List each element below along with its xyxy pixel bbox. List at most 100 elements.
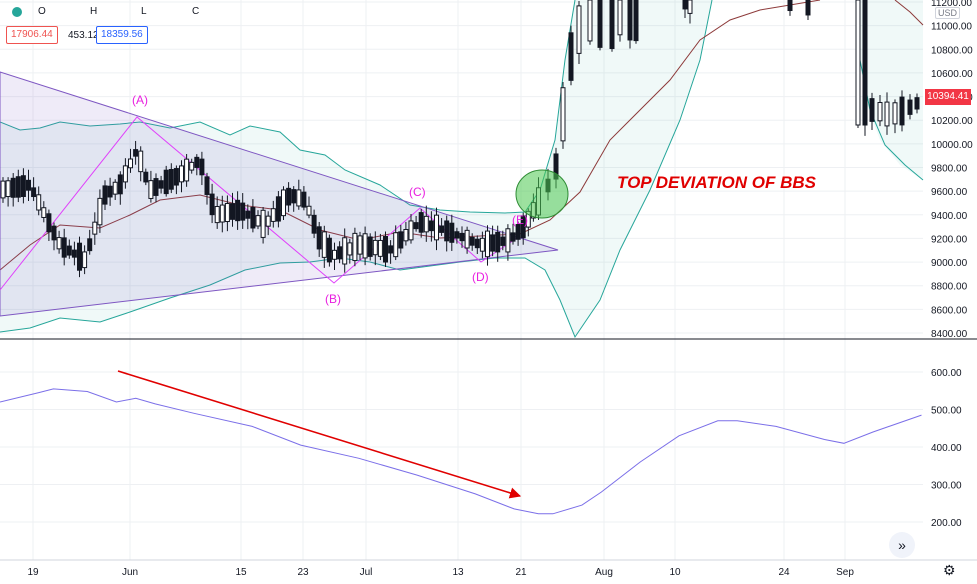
price-scale: 11000.0010800.0010600.0010400.0010200.00…: [931, 0, 973, 340]
candle-body: [97, 197, 103, 226]
candle-body: [332, 249, 337, 260]
candle-body: [179, 165, 184, 183]
candle-body: [413, 222, 419, 230]
time-tick-label: 24: [778, 567, 790, 578]
candle-body: [245, 210, 251, 219]
candle-body: [617, 0, 623, 36]
candle-body: [347, 242, 353, 256]
candle-body: [270, 208, 276, 222]
bollinger-band-fill-2: [855, 0, 923, 180]
sell-price-box[interactable]: 17906.44: [6, 26, 58, 44]
wave-label-d: (D): [472, 270, 489, 284]
candle-body: [36, 194, 42, 211]
candle-body: [41, 207, 47, 218]
candle-body: [454, 231, 460, 239]
candle-body: [107, 185, 113, 198]
candle-body: [189, 161, 195, 171]
indicator-scale: 600.00 500.00 400.00 300.00 200.00: [931, 368, 962, 529]
candle-body: [250, 206, 256, 229]
gear-icon[interactable]: ⚙: [943, 562, 956, 578]
candle-body: [112, 181, 118, 195]
buy-price-box[interactable]: 18359.56: [96, 26, 148, 44]
candle-body: [418, 212, 424, 233]
candle-body: [687, 0, 693, 14]
candle-body: [403, 228, 409, 242]
candle-body: [510, 232, 516, 242]
price-tick-label: 10600.00: [931, 69, 973, 80]
candle-body: [281, 189, 286, 217]
candle-body: [877, 102, 883, 122]
candle-body: [423, 215, 429, 233]
candle-body: [367, 236, 373, 257]
candle-body: [5, 180, 11, 198]
price-tick-label: 9600.00: [931, 187, 968, 198]
candle-body: [15, 176, 21, 198]
candle-body: [158, 180, 164, 189]
price-tick-label: 10200.00: [931, 116, 973, 127]
candle-body: [597, 0, 603, 48]
candle-body: [10, 177, 16, 198]
price-tick-label: 9000.00: [931, 258, 968, 269]
price-tick-label: 10000.00: [931, 140, 973, 151]
candle-body: [892, 102, 898, 125]
candle-body: [235, 199, 241, 222]
candle-body: [321, 231, 327, 258]
candle-body: [568, 32, 574, 81]
candle-body: [219, 204, 225, 223]
wave-label-e: (E): [512, 213, 528, 227]
time-tick-label: 19: [27, 567, 39, 578]
candle-body: [505, 228, 511, 253]
candle-body: [0, 180, 6, 199]
price-tick-label: 8800.00: [931, 282, 968, 293]
candle-body: [87, 238, 93, 252]
candle-body: [500, 236, 506, 246]
candle-body: [316, 226, 322, 250]
candle-body: [240, 202, 246, 221]
time-tick-label: 21: [515, 567, 527, 578]
wave-label-b: (B): [325, 292, 341, 306]
candle-body: [560, 87, 566, 142]
candle-body: [464, 229, 470, 249]
candle-body: [286, 187, 292, 206]
candle-body: [495, 231, 501, 253]
candle-body: [153, 178, 159, 196]
candle-body: [82, 251, 88, 269]
time-axis: 19 Jun 15 23 Jul 13 21 Aug 10 24 Sep: [27, 567, 854, 578]
price-tick-label: 8400.00: [931, 329, 968, 340]
candle-body: [520, 215, 526, 239]
candle-body: [444, 220, 450, 242]
scroll-to-realtime-button[interactable]: »: [889, 532, 915, 558]
candle-body: [439, 225, 445, 233]
candle-body: [884, 101, 890, 127]
candle-body: [122, 165, 128, 183]
indicator-tick-label: 300.00: [931, 481, 962, 492]
candle-body: [855, 0, 861, 126]
indicator-tick-label: 200.00: [931, 518, 962, 529]
candle-body: [204, 176, 210, 195]
candle-body: [342, 237, 348, 265]
candle-body: [224, 203, 230, 223]
price-tick-label: 9200.00: [931, 234, 968, 245]
ohlc-open-label: O: [38, 6, 46, 17]
time-tick-label: 23: [297, 567, 309, 578]
candle-body: [148, 180, 154, 199]
candle-body: [20, 175, 26, 197]
candle-body: [255, 215, 261, 227]
currency-badge[interactable]: USD: [935, 7, 961, 19]
price-tick-label: 11000.00: [931, 22, 972, 33]
candle-body: [383, 235, 388, 263]
bollinger-lower-line: [0, 0, 713, 339]
time-tick-label: 15: [235, 567, 247, 578]
candle-body: [77, 242, 82, 271]
bollinger-basis-line: [0, 0, 821, 271]
ohlc-close-label: C: [192, 6, 200, 17]
bollinger-basis-line-2: [894, 0, 924, 26]
candle-body: [291, 189, 297, 204]
candle-body: [609, 0, 615, 50]
candle-body: [388, 245, 394, 254]
headline-annotation: TOP DEVIATION OF BBS: [617, 173, 817, 192]
candle-body: [214, 206, 220, 224]
candle-body: [862, 0, 868, 126]
